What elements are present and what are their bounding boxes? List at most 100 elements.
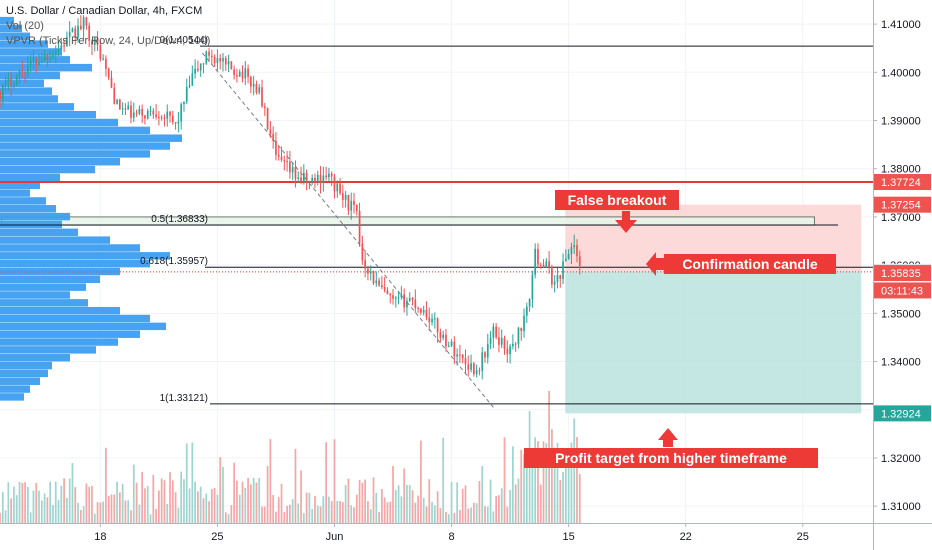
candle-body [358,210,361,244]
x-tick-label: 8 [448,531,454,543]
candle-body [531,274,534,300]
volume-bar [294,448,297,523]
y-tick-label: 1.32000 [881,453,921,465]
profile-row [0,16,14,25]
volume-bar [146,486,149,523]
volume-bar [43,493,46,523]
profile-row [0,32,30,40]
volume-bar [470,507,472,523]
volume-bar [205,493,208,523]
volume-bar [378,511,380,523]
candle-body [163,117,166,119]
volume-bar [141,472,144,523]
candle-body [202,63,205,65]
candle-body [378,280,380,286]
volume-bar [185,443,188,523]
volume-bar [445,512,447,523]
profile-row [0,110,96,119]
candle-body [406,300,408,308]
candle-body [280,156,283,161]
y-tick-label: 1.35000 [881,308,921,320]
volume-bar [355,494,358,523]
volume-bar [408,485,411,523]
candle-body [367,268,369,274]
candle-body [49,58,52,61]
volume-bar [135,482,138,523]
candles[interactable] [0,15,581,380]
volume-bar [280,483,283,523]
candle-body [118,99,121,110]
candle-body [567,253,570,259]
profile-row [0,157,120,166]
vpvr-indicator-title[interactable]: VPVR (Ticks Per Row, 24, Up/Down, 100) [6,35,211,47]
profile-row [0,95,58,103]
price-badge [874,265,931,282]
volume-bar [132,464,135,523]
volume-bar [144,488,146,523]
candle-body [442,334,445,338]
candle-body [105,58,107,69]
candle-body [269,129,272,134]
candle-body [355,204,358,211]
candle-body [528,299,531,307]
volume-bar [32,490,35,523]
volume-bar [124,500,127,523]
volume-bar [79,510,82,523]
volume-bar [283,511,286,523]
volume-bar [66,497,68,523]
candle-body [319,174,322,184]
candle-body [475,370,478,375]
candle-body [27,66,29,74]
candle-body [0,91,1,99]
volume-indicator-title[interactable]: Vol (20) [6,20,44,32]
volume-bar [484,506,486,523]
profile-row [0,220,62,229]
volume-bar [7,482,10,523]
volume-bar [394,490,397,523]
candle-body [470,363,472,370]
fib-0-5-zone [1,216,815,226]
volume-bar [372,477,375,523]
volume-bar [492,511,495,523]
candle-body [158,117,160,119]
candle-body [91,40,93,45]
candle-body [445,334,447,347]
x-tick-label: 25 [211,531,223,543]
volume-bar [553,447,556,523]
candle-body [258,87,261,93]
candle-body [291,167,294,173]
profile-row [0,377,40,385]
profile-row [0,354,70,362]
candle-body [171,115,174,123]
volume-bar [194,481,196,523]
candle-body [467,364,470,370]
volume-bar [99,502,102,523]
candle-body [46,54,49,61]
candle-body [503,337,506,349]
volume-bar [486,506,489,523]
volume-bar [60,485,63,523]
candle-body [369,271,372,274]
candle-body [403,294,406,308]
volume-bar [414,502,417,523]
candle-body [121,108,124,110]
profile-row [0,189,30,197]
false-breakout-label-text: False breakout [568,192,667,208]
volume-bar [219,457,222,523]
volume-bar [556,443,559,523]
candle-body [305,172,308,184]
volume-bar [174,492,177,523]
candle-body [506,348,509,355]
profile-row [0,173,60,182]
volume-bar [453,512,456,523]
volume-bar [82,506,85,523]
candle-body [461,354,464,359]
symbol-title[interactable]: U.S. Dollar / Canadian Dollar, 4h, FXCM [6,5,203,17]
volume-bar [322,496,325,523]
candle-body [10,77,13,87]
volume-bar [275,511,277,523]
candle-body [411,297,414,300]
profile-row [0,259,150,268]
